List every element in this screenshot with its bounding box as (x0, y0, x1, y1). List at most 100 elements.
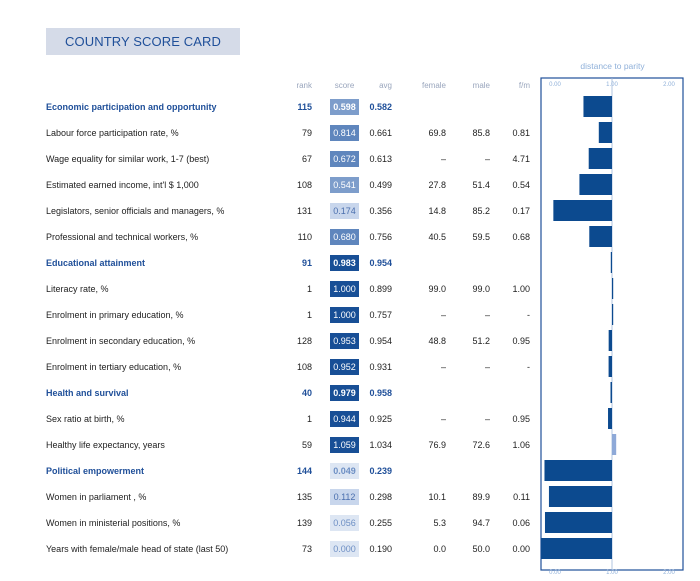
rank-header: rank (296, 81, 312, 90)
top-tick-label: 1.00 (606, 82, 618, 88)
parity-bar (589, 226, 612, 247)
rank-value: 67 (301, 154, 312, 164)
score-value: 1.059 (330, 437, 359, 453)
male-value: – (484, 414, 490, 424)
score-value: 0.944 (330, 411, 359, 427)
indicator-row: Labour force participation rate, % 79 0.81… (0, 122, 540, 144)
indicator-row: Estimated earned income, int'l $ 1,000 10… (0, 174, 540, 196)
avg-value: 0.925 (369, 414, 392, 424)
female-value: – (440, 154, 446, 164)
male-header: male (472, 81, 490, 90)
parity-bar (541, 538, 612, 559)
indicator-row: Healthy life expectancy, years 59 1.059 1.0… (0, 434, 540, 456)
male-value: 59.5 (472, 232, 490, 242)
indicator-row: Enrolment in primary education, % 1 1.000 0… (0, 304, 540, 326)
rank-value: 1 (306, 310, 312, 320)
section-row: Health and survival 40 0.979 0.958 (0, 382, 540, 404)
top-tick-label: 2.00 (663, 82, 675, 88)
male-value: 94.7 (472, 518, 490, 528)
score-value: 1.000 (330, 281, 359, 297)
avg-value: 0.899 (369, 284, 392, 294)
female-value: 40.5 (428, 232, 446, 242)
indicator-row: Enrolment in secondary education, % 128 0.… (0, 330, 540, 352)
indicator-row: Wage equality for similar work, 1-7 (bes… (0, 148, 540, 170)
indicator-label: Legislators, senior officials and manage… (46, 206, 225, 216)
avg-value: 0.356 (369, 206, 392, 216)
female-value: 99.0 (428, 284, 446, 294)
score-value: 0.049 (330, 463, 359, 479)
parity-bar (583, 96, 612, 117)
section-row: Educational attainment 91 0.983 0.954 (0, 252, 540, 274)
indicator-row: Enrolment in tertiary education, % 108 0.9… (0, 356, 540, 378)
bottom-tick-label: 0.00 (549, 570, 561, 576)
fm-ratio-value: - (527, 362, 530, 372)
fm-ratio-value: 0.17 (512, 206, 530, 216)
male-value: 85.8 (472, 128, 490, 138)
score-value: 0.112 (330, 489, 359, 505)
fm-ratio-value: 1.06 (512, 440, 530, 450)
rank-value: 144 (296, 466, 312, 476)
bottom-tick-label: 1.00 (606, 570, 618, 576)
score-value: 0.672 (330, 151, 359, 167)
rank-value: 40 (301, 388, 312, 398)
male-value: 72.6 (472, 440, 490, 450)
female-value: 14.8 (428, 206, 446, 216)
fm-ratio-value: 0.95 (512, 414, 530, 424)
distance-to-parity-title: distance to parity (580, 61, 645, 71)
fm-ratio-value: 0.00 (512, 544, 530, 554)
fm-ratio-value: 4.71 (512, 154, 530, 164)
parity-bar (610, 252, 612, 273)
indicator-label: Women in ministerial positions, % (46, 518, 181, 528)
fm-ratio-value: 0.06 (512, 518, 530, 528)
parity-bar (544, 512, 612, 533)
rank-value: 139 (296, 518, 312, 528)
avg-value: 0.613 (369, 154, 392, 164)
rank-value: 73 (301, 544, 312, 554)
male-value: – (484, 362, 490, 372)
parity-bar (608, 408, 612, 429)
indicator-label: Enrolment in secondary education, % (46, 336, 196, 346)
rank-value: 1 (306, 284, 312, 294)
parity-bar (612, 278, 614, 299)
female-value: 48.8 (428, 336, 446, 346)
female-value: – (440, 362, 446, 372)
section-label: Political empowerment (46, 466, 145, 476)
avg-value: 0.190 (369, 544, 392, 554)
avg-value: 0.958 (369, 388, 392, 398)
bottom-tick-label: 2.00 (663, 570, 675, 576)
rank-value: 115 (297, 102, 312, 112)
score-value: 0.598 (330, 99, 359, 115)
indicator-label: Estimated earned income, int'l $ 1,000 (46, 180, 199, 190)
fm-ratio-value: 0.68 (512, 232, 530, 242)
indicator-label: Literacy rate, % (46, 284, 109, 294)
male-value: 50.0 (472, 544, 490, 554)
score-value: 0.952 (330, 359, 359, 375)
section-label: Economic participation and opportunity (46, 102, 217, 112)
rank-value: 79 (301, 128, 312, 138)
avg-value: 0.499 (369, 180, 392, 190)
score-value: 1.000 (330, 307, 359, 323)
male-value: 99.0 (472, 284, 490, 294)
parity-bar (608, 330, 612, 351)
male-value: 89.9 (472, 492, 490, 502)
section-label: Health and survival (46, 388, 129, 398)
top-tick-label: 0.00 (549, 82, 561, 88)
rank-value: 135 (296, 492, 312, 502)
rank-value: 1 (306, 414, 312, 424)
male-value: – (484, 310, 490, 320)
parity-bar (548, 486, 612, 507)
fm-ratio-value: 0.95 (512, 336, 530, 346)
indicator-label: Enrolment in tertiary education, % (46, 362, 182, 372)
score-value: 0.541 (330, 177, 359, 193)
page-title: COUNTRY SCORE CARD (46, 28, 240, 55)
indicator-row: Literacy rate, % 1 1.000 0.899 99.0 99.0 1.00 (0, 278, 540, 300)
parity-bar (598, 122, 612, 143)
score-value: 0.979 (330, 385, 359, 401)
male-value: 85.2 (472, 206, 490, 216)
parity-bar (610, 382, 612, 403)
parity-bar (612, 434, 617, 455)
parity-bar (579, 174, 612, 195)
avg-value: 0.239 (369, 466, 392, 476)
